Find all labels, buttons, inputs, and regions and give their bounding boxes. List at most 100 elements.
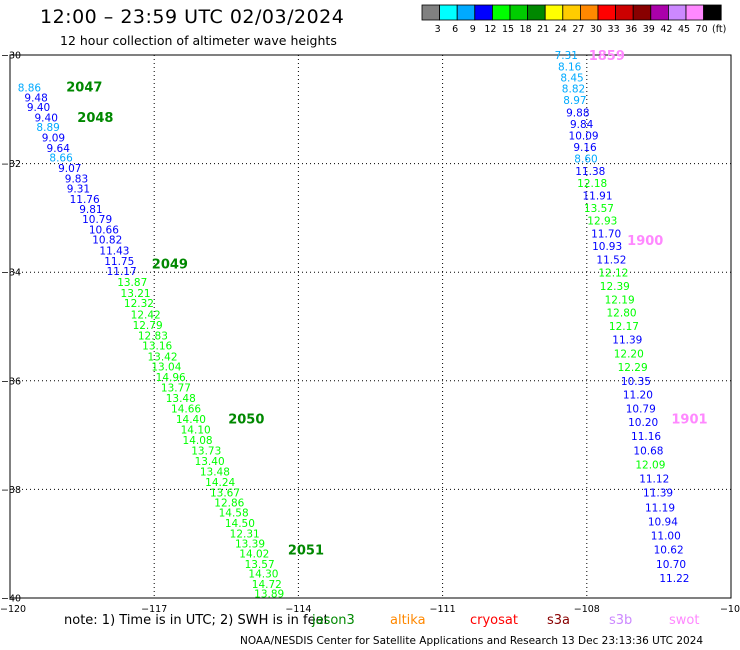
wave-height-label: 11.39 [612, 335, 642, 347]
wave-height-label: 9.84 [570, 119, 594, 131]
x-tick-label: −108 [574, 604, 600, 615]
satellite-legend-s3b: s3b [609, 613, 633, 628]
scale-label: 3 [435, 24, 441, 35]
wave-height-label: 12.42 [131, 310, 161, 322]
time-label: 2049 [152, 258, 188, 273]
wave-height-label: 11.52 [596, 255, 626, 267]
time-label: 2048 [77, 111, 113, 126]
wave-height-label: 14.72 [252, 579, 282, 591]
wave-height-label: 10.82 [92, 235, 122, 247]
scale-label: 27 [572, 24, 584, 35]
scale-label: (ft) [712, 24, 726, 35]
wave-height-label: 10.94 [648, 516, 678, 528]
wave-height-label: 9.48 [24, 92, 47, 104]
scale-swatch [703, 4, 722, 21]
scale-label: 70 [696, 24, 708, 35]
wave-height-label: 14.10 [181, 425, 211, 437]
wave-height-label: 11.39 [643, 488, 673, 500]
scale-label: 39 [643, 24, 655, 35]
satellite-legend-jason3: jason3 [312, 613, 355, 628]
wave-height-label: 13.42 [147, 351, 177, 363]
wave-height-label: 11.12 [639, 474, 669, 486]
scale-label: 15 [502, 24, 514, 35]
wave-height-label: 8.60 [574, 154, 597, 166]
wave-height-label: 10.09 [569, 130, 599, 142]
wave-height-label: 14.50 [225, 518, 255, 530]
wave-height-label: 8.45 [560, 72, 583, 84]
wave-height-label: 10.62 [654, 545, 684, 557]
scale-label: 45 [678, 24, 690, 35]
wave-height-label: 11.17 [107, 266, 137, 278]
wave-height-label: 12.86 [214, 497, 244, 509]
wave-height-label: 13.67 [210, 488, 240, 500]
color-scale: 3 6 9 12 15 18 21 24 27 30 33 36 39 42 45 70 (ft) [421, 4, 726, 35]
wave-height-label: 11.16 [631, 431, 661, 443]
wave-height-label: 13.39 [235, 539, 265, 551]
scale-label: 42 [660, 24, 672, 35]
wave-height-label: 14.58 [219, 508, 249, 520]
scale-label: 24 [555, 24, 567, 35]
note-text: note: 1) Time is in UTC; 2) SWH is in fe… [64, 613, 329, 628]
wave-height-label: 11.75 [104, 256, 134, 268]
wave-height-label: 10.35 [621, 376, 651, 388]
wave-height-label: 11.22 [659, 573, 689, 585]
wave-height-label: 11.00 [651, 531, 681, 543]
time-label: 2051 [288, 544, 324, 559]
scale-label: 9 [470, 24, 476, 35]
time-label: 2047 [66, 80, 102, 95]
plot-area: −120 −117 −114 −111 −108 −10 −30 −32 −34 −36 −38 −4… [0, 49, 740, 615]
wave-height-label: 13.48 [200, 466, 230, 478]
wave-height-label: 12.32 [124, 298, 154, 310]
y-tick-label: −30 [1, 51, 21, 62]
wave-height-label: 8.66 [49, 153, 73, 165]
legend-row: note: 1) Time is in UTC; 2) SWH is in fe… [64, 613, 329, 628]
plot-frame [9, 54, 732, 599]
wave-height-label: 13.21 [121, 288, 151, 300]
wave-height-label: 12.80 [607, 307, 637, 319]
wave-height-label: 8.97 [563, 95, 586, 107]
wave-height-label: 9.07 [58, 163, 81, 175]
wave-height-label: 13.48 [166, 393, 196, 405]
y-tick-label: −32 [1, 159, 21, 170]
credit-line: NOAA/NESDIS Center for Satellite Applica… [240, 635, 704, 647]
wave-height-label: 13.89 [254, 589, 284, 601]
wave-height-label: 9.83 [65, 173, 88, 185]
time-label: 1901 [671, 412, 707, 427]
wave-height-label: 12.17 [609, 321, 639, 333]
satellite-legend-swot: swot [669, 613, 700, 628]
wave-height-label: 10.79 [626, 403, 656, 415]
wave-height-label: 11.91 [582, 191, 612, 203]
scale-label: 36 [625, 24, 637, 35]
wave-height-label: 12.29 [618, 362, 648, 374]
wave-height-label: 11.76 [70, 194, 100, 206]
wave-height-label: 7.31 [555, 50, 578, 62]
x-tick-label: −10 [720, 604, 740, 615]
chart-subtitle: 12 hour collection of altimeter wave hei… [60, 33, 337, 48]
scale-label: 18 [520, 24, 532, 35]
time-label: 2050 [228, 412, 264, 427]
satellite-legend-s3a: s3a [547, 613, 571, 628]
scale-label: 6 [452, 24, 458, 35]
wave-height-label: 8.82 [562, 84, 585, 96]
satellite-legend-altika: altika [390, 613, 426, 628]
wave-height-label: 9.88 [566, 108, 589, 120]
wave-height-label: 9.81 [79, 204, 102, 216]
wave-height-label: 8.16 [558, 61, 582, 73]
wave-height-label: 10.68 [633, 445, 663, 457]
wave-height-label: 12.31 [230, 528, 260, 540]
wave-height-label: 8.86 [18, 83, 42, 95]
scale-label: 21 [537, 24, 549, 35]
wave-height-label: 12.09 [635, 459, 665, 471]
wave-height-label: 12.20 [614, 349, 644, 361]
wave-height-label: 10.20 [628, 417, 658, 429]
wave-height-label: 14.40 [176, 414, 206, 426]
wave-height-label: 12.83 [138, 331, 168, 343]
wave-height-label: 12.18 [577, 178, 607, 190]
wave-height-label: 14.08 [183, 435, 213, 447]
wave-height-label: 10.70 [656, 559, 686, 571]
time-label: 1900 [627, 234, 663, 249]
scale-label: 33 [608, 24, 620, 35]
y-tick-label: −34 [1, 268, 21, 279]
wave-height-label: 14.02 [239, 548, 269, 560]
wave-height-label: 10.79 [82, 214, 112, 226]
